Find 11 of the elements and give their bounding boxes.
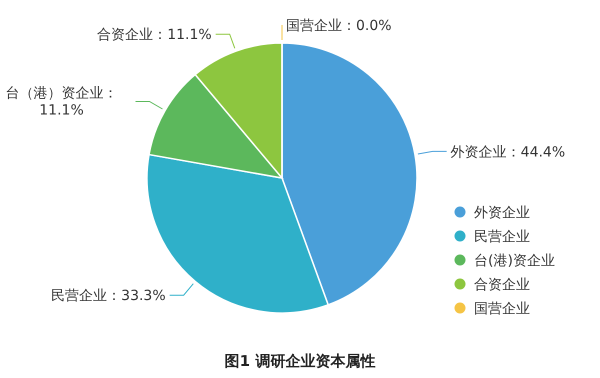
data-label: 外资企业：44.4%: [450, 144, 566, 160]
legend-label: 外资企业: [474, 205, 530, 221]
data-label: 合资企业：11.1%: [97, 27, 212, 44]
legend-label: 国营企业: [474, 301, 530, 317]
legend-label: 民营企业: [474, 229, 530, 245]
text: 图1 调研企业资本属性: [224, 352, 376, 370]
data-label: 台（港）资企业：11.1%: [6, 86, 118, 118]
legend-label: 合资企业: [474, 277, 530, 293]
text: 国营企业：0.0%: [286, 18, 392, 34]
data-label: 民营企业：33.3%: [51, 288, 166, 304]
legend-label: 台(港)资企业: [474, 253, 555, 269]
